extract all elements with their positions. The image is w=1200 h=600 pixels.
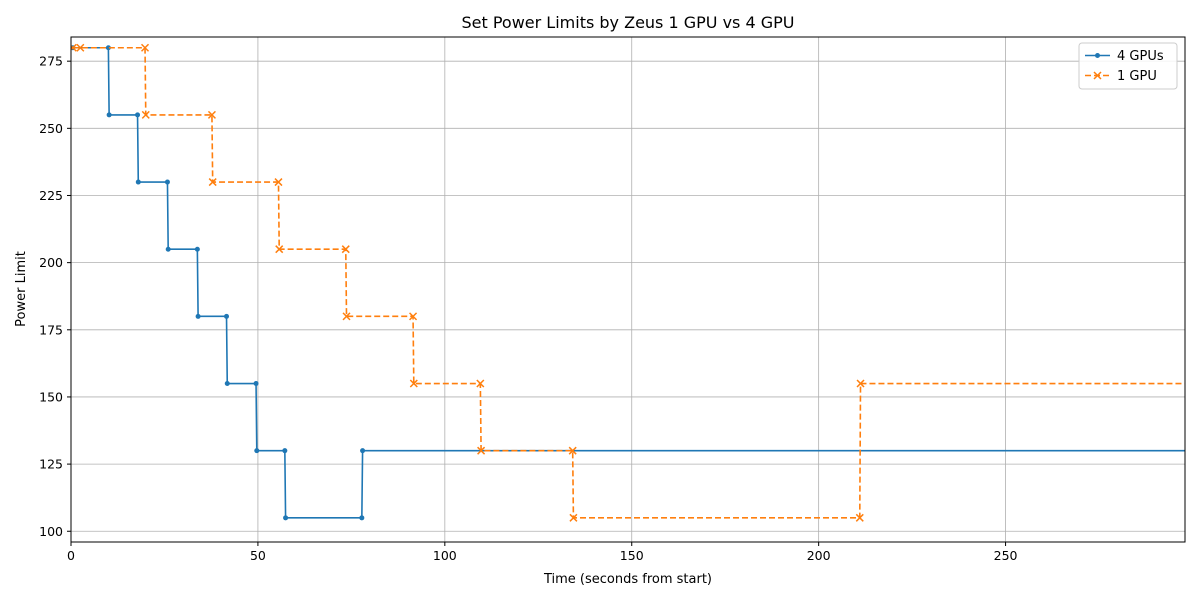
data-point bbox=[254, 448, 260, 454]
chart-title: Set Power Limits by Zeus 1 GPU vs 4 GPU bbox=[461, 13, 794, 32]
x-tick-label: 150 bbox=[620, 548, 644, 563]
data-point bbox=[76, 43, 85, 52]
data-point bbox=[140, 43, 150, 52]
y-tick-label: 150 bbox=[39, 389, 63, 404]
grid bbox=[70, 37, 1185, 542]
data-point bbox=[208, 178, 217, 187]
data-point bbox=[224, 313, 230, 319]
data-point bbox=[71, 43, 77, 52]
y-axis-ticks: 100 125 150 175 200 225 250 275 bbox=[39, 54, 71, 539]
series-1 bbox=[71, 43, 1185, 522]
data-point bbox=[275, 245, 284, 254]
data-point bbox=[135, 112, 141, 118]
data-point bbox=[282, 448, 288, 454]
series-line bbox=[72, 46, 1185, 519]
data-point bbox=[106, 112, 112, 118]
data-point bbox=[855, 513, 864, 522]
legend-label: 4 GPUs bbox=[1117, 49, 1164, 64]
data-point bbox=[342, 312, 351, 321]
data-point bbox=[165, 246, 171, 252]
data-point bbox=[477, 446, 486, 455]
data-point bbox=[341, 245, 350, 254]
y-tick-label: 250 bbox=[39, 121, 63, 136]
data-point bbox=[476, 379, 485, 388]
data-point bbox=[569, 513, 578, 522]
y-tick-label: 200 bbox=[39, 255, 63, 270]
y-tick-label: 225 bbox=[39, 188, 63, 203]
series-layer bbox=[71, 43, 1185, 522]
legend: 4 GPUs 1 GPU bbox=[1078, 42, 1178, 90]
y-axis-label: Power Limit bbox=[14, 251, 29, 327]
data-point bbox=[105, 45, 111, 51]
data-point bbox=[164, 179, 170, 185]
data-point bbox=[141, 110, 150, 119]
data-point bbox=[283, 515, 289, 521]
data-point bbox=[409, 379, 418, 388]
series-0 bbox=[71, 45, 1185, 521]
plot-frame bbox=[70, 36, 1186, 543]
legend-entry: 4 GPUs bbox=[1085, 49, 1164, 64]
y-tick-label: 100 bbox=[39, 524, 63, 539]
x-axis-label: Time (seconds from start) bbox=[543, 572, 712, 587]
data-point bbox=[135, 179, 141, 185]
legend-label: 1 GPU bbox=[1117, 69, 1157, 84]
data-point bbox=[253, 381, 259, 387]
x-tick-label: 50 bbox=[250, 548, 266, 563]
x-tick-label: 200 bbox=[807, 548, 831, 563]
data-point bbox=[1095, 53, 1100, 58]
x-tick-label: 100 bbox=[433, 548, 457, 563]
x-axis-ticks: 0 50 100 150 200 250 bbox=[67, 542, 1018, 563]
y-tick-label: 175 bbox=[39, 322, 63, 337]
legend-box bbox=[1078, 42, 1178, 90]
data-point bbox=[194, 246, 200, 252]
data-point bbox=[360, 448, 366, 454]
data-point bbox=[274, 178, 283, 187]
data-point bbox=[195, 313, 201, 319]
data-point bbox=[568, 446, 577, 455]
legend-entry: 1 GPU bbox=[1085, 69, 1157, 84]
y-tick-label: 275 bbox=[39, 54, 63, 69]
data-point bbox=[224, 381, 230, 387]
data-point bbox=[856, 379, 865, 388]
x-tick-label: 0 bbox=[67, 548, 75, 563]
data-point bbox=[207, 110, 216, 119]
y-tick-label: 125 bbox=[39, 457, 63, 472]
data-point bbox=[1093, 71, 1102, 80]
x-tick-label: 250 bbox=[994, 548, 1018, 563]
data-point bbox=[409, 312, 418, 321]
data-point bbox=[359, 515, 365, 521]
